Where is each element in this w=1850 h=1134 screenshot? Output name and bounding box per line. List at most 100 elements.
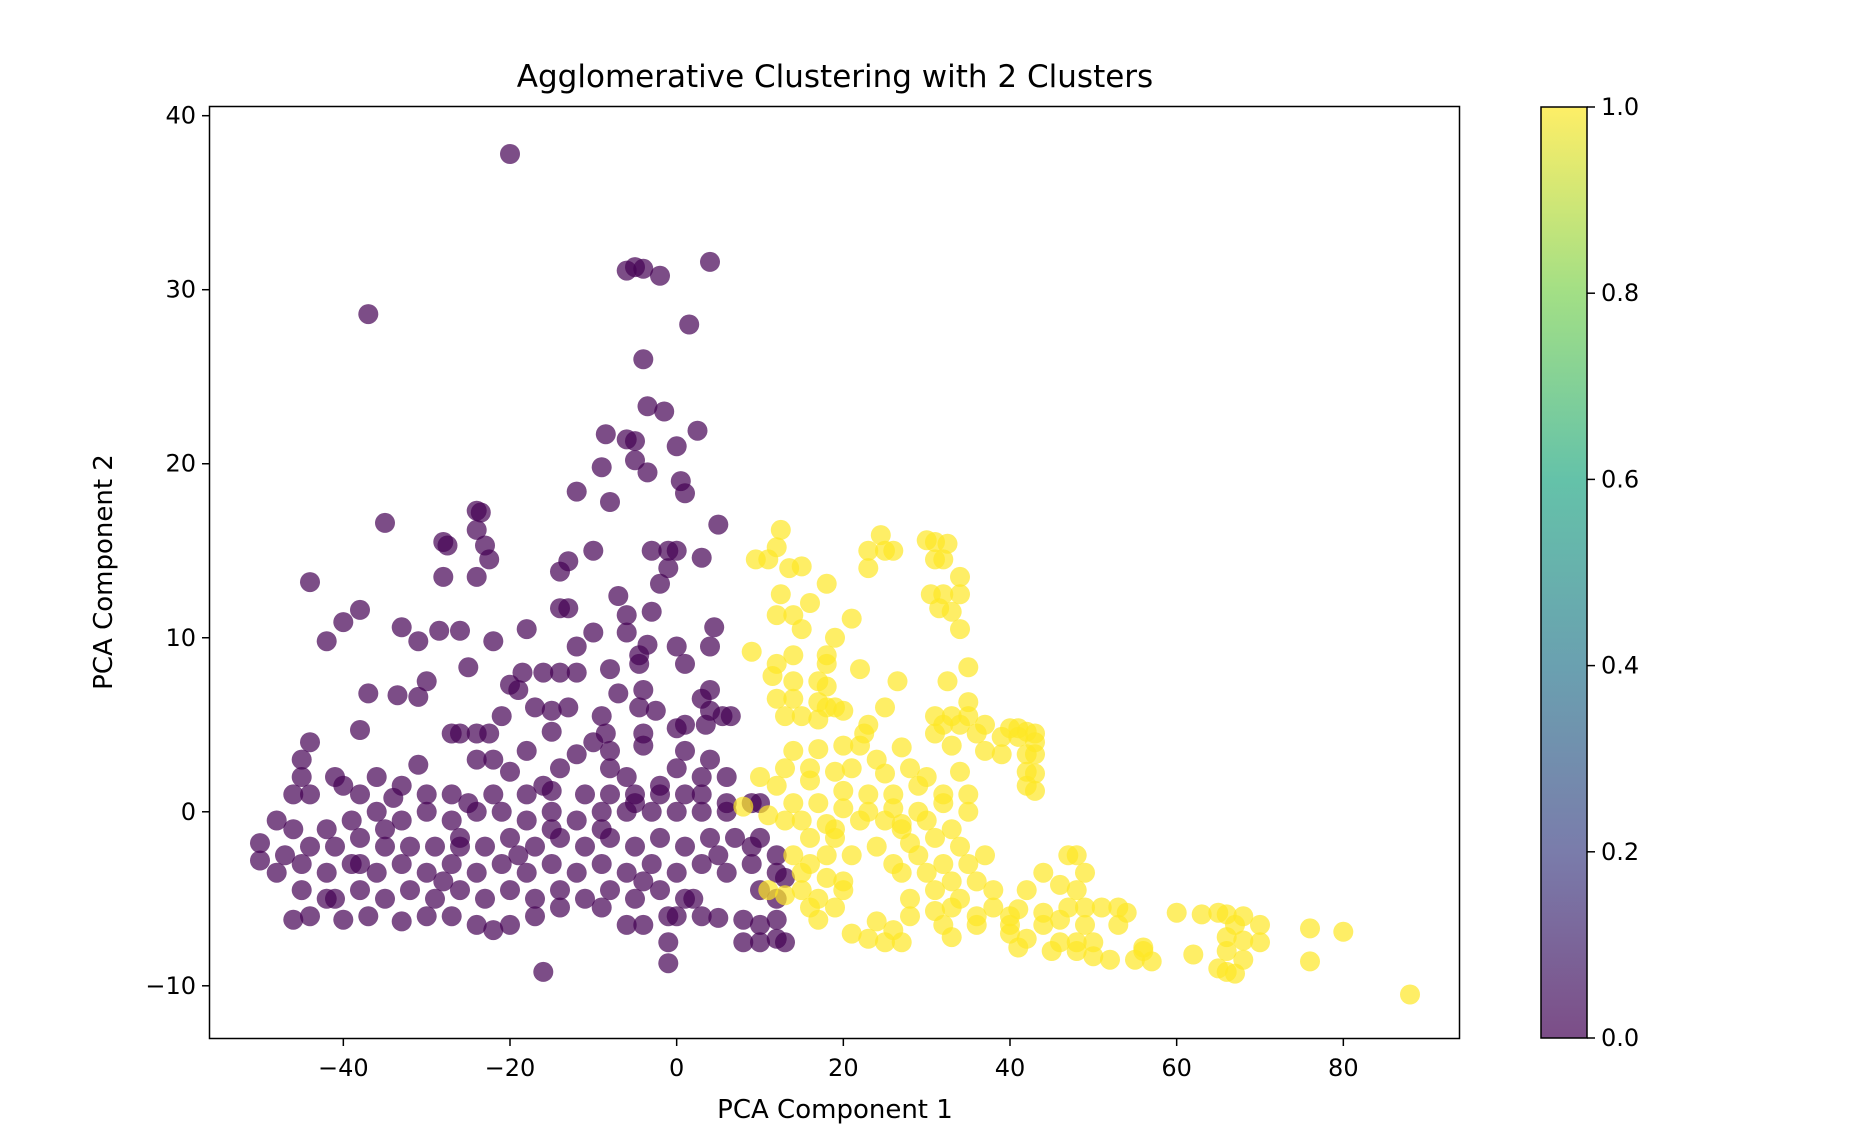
x-axis-label: PCA Component 1 [717,1095,953,1125]
cluster-0-point [675,740,695,761]
cluster-0-point [325,836,345,857]
cluster-0-point [716,801,737,822]
cluster-0-point [500,761,520,782]
cluster-0-point [350,827,370,848]
cluster-0-point [666,906,687,927]
cluster-0-point [408,686,429,707]
cluster-0-point [666,636,687,657]
y-tick-label: 30 [165,276,196,304]
cluster-0-point [283,819,304,840]
y-tick-label: 40 [165,102,196,130]
cluster-1-point [808,793,829,814]
cluster-1-point [1075,862,1095,883]
cluster-0-point [466,749,487,770]
cluster-0-point [691,906,712,927]
cluster-1-point [950,836,970,857]
cluster-0-point [300,732,320,753]
cluster-0-point [566,810,587,831]
cluster-1-point [1050,874,1070,895]
scatter-points [250,144,1420,1005]
cluster-0-point [633,258,654,279]
cluster-1-point [891,737,912,758]
cluster-1-point [925,827,945,848]
cluster-0-point [550,897,570,918]
cluster-1-point [1041,941,1062,961]
cluster-1-point [783,793,804,814]
cluster-0-point [375,888,395,909]
cluster-1-point [958,657,979,678]
cluster-1-point [808,709,829,730]
cluster-1-point [1066,880,1087,901]
cluster-1-point [1000,906,1020,927]
cluster-0-point [425,888,445,909]
cluster-1-point [850,810,870,831]
cluster-0-point [408,754,429,775]
cluster-1-point [958,692,979,713]
cluster-1-point [766,605,787,626]
cluster-0-point [433,566,454,587]
cluster-0-point [500,914,520,935]
cluster-0-point [741,836,762,857]
cluster-0-point [666,758,687,779]
cluster-1-point [775,885,795,906]
colorbar-tick-label: 0.4 [1601,652,1639,680]
cluster-1-point [1025,744,1045,765]
x-tick-label: −40 [318,1054,369,1082]
cluster-0-point [558,697,579,718]
cluster-1-point [1225,963,1245,984]
cluster-1-point [1108,914,1129,935]
cluster-0-point [666,436,687,457]
cluster-1-point [1075,897,1095,918]
cluster-1-point [791,619,812,640]
cluster-0-point [466,914,487,935]
cluster-0-point [491,706,512,727]
cluster-0-point [641,801,662,822]
cluster-0-point [429,620,450,641]
cluster-0-point [591,457,612,478]
x-tick-label: 60 [1161,1054,1192,1082]
cluster-1-point [750,767,770,787]
cluster-0-point [708,514,729,535]
cluster-0-point [637,396,658,417]
cluster-0-point [416,906,437,927]
cluster-1-point [1400,984,1420,1005]
cluster-1-point [975,740,995,761]
cluster-1-point [958,801,979,822]
cluster-0-point [316,819,337,840]
cluster-0-point [500,144,520,164]
cluster-0-point [408,631,429,652]
cluster-1-point [887,671,908,692]
cluster-0-point [658,953,679,974]
cluster-1-point [858,558,879,579]
cluster-1-point [833,780,854,801]
cluster-0-point [608,586,629,606]
cluster-0-point [591,801,612,822]
colorbar-tick-label: 0.2 [1601,838,1639,866]
cluster-0-point [333,612,354,633]
cluster-1-point [1033,914,1054,935]
cluster-0-point [516,619,537,640]
cluster-1-point [1100,949,1120,970]
cluster-1-point [816,653,837,674]
cluster-0-point [650,573,670,594]
cluster-0-point [700,827,720,848]
cluster-0-point [600,784,620,805]
cluster-0-point [508,845,529,866]
cluster-1-point [758,549,779,570]
cluster-0-point [350,854,370,874]
x-tick-label: 80 [1328,1054,1359,1082]
cluster-0-point [625,450,645,471]
cluster-0-point [541,700,562,721]
cluster-0-point [566,744,587,765]
x-tick-label: −20 [485,1054,536,1082]
cluster-0-point [500,827,520,848]
cluster-0-point [541,801,562,822]
cluster-0-point [650,265,670,286]
cluster-0-point [416,784,437,805]
cluster-1-point [950,566,970,587]
cluster-1-point [883,540,904,561]
cluster-1-point [925,880,945,901]
cluster-1-point [741,641,762,662]
cluster-1-point [800,593,820,613]
cluster-1-point [800,770,820,791]
